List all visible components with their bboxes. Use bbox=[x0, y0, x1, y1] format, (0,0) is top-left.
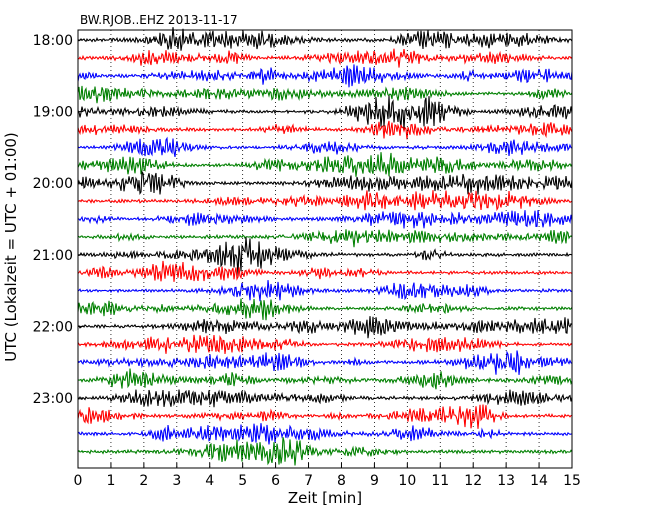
trace-2330 bbox=[77, 423, 573, 445]
x-tick-label: 7 bbox=[304, 473, 313, 489]
x-tick-label: 2 bbox=[139, 473, 148, 489]
trace-1845 bbox=[77, 85, 573, 104]
x-tick-label: 0 bbox=[74, 473, 83, 489]
trace-2100 bbox=[77, 237, 573, 277]
y-tick-label: 20:00 bbox=[33, 176, 73, 192]
trace-2000 bbox=[77, 170, 573, 196]
trace-2315 bbox=[77, 404, 573, 429]
x-axis: 0 1 2 3 4 5 6 7 8 9 10 11 12 13 14 15 bbox=[74, 463, 581, 489]
x-tick-label: 9 bbox=[370, 473, 379, 489]
trace-2015 bbox=[77, 190, 573, 212]
x-tick-label: 1 bbox=[106, 473, 115, 489]
x-axis-label: Zeit [min] bbox=[288, 489, 362, 507]
trace-2300 bbox=[77, 389, 573, 408]
y-tick-label: 18:00 bbox=[33, 33, 73, 49]
x-tick-label: 14 bbox=[530, 473, 548, 489]
trace-2230 bbox=[77, 350, 573, 375]
x-tick-label: 4 bbox=[205, 473, 214, 489]
trace-group bbox=[77, 27, 573, 466]
plot-frame bbox=[77, 29, 573, 469]
x-tick-label: 3 bbox=[172, 473, 181, 489]
y-tick-label: 19:00 bbox=[33, 105, 73, 121]
trace-1945 bbox=[77, 152, 573, 177]
x-tick-label: 13 bbox=[497, 473, 515, 489]
x-tick-label: 11 bbox=[431, 473, 449, 489]
trace-1930 bbox=[77, 136, 573, 158]
y-axis-label: UTC (Lokalzeit = UTC + 01:00) bbox=[2, 132, 20, 362]
trace-1900 bbox=[77, 95, 573, 130]
y-tick-label: 23:00 bbox=[33, 391, 73, 407]
trace-2130 bbox=[77, 280, 573, 302]
trace-2345 bbox=[77, 437, 573, 466]
x-tick-label: 6 bbox=[271, 473, 280, 489]
trace-2215 bbox=[77, 334, 573, 355]
x-tick-label: 10 bbox=[398, 473, 416, 489]
trace-1830 bbox=[77, 64, 573, 88]
trace-2245 bbox=[77, 368, 573, 390]
trace-1915 bbox=[77, 120, 573, 140]
trace-2045 bbox=[77, 229, 573, 248]
y-tick-label: 21:00 bbox=[33, 248, 73, 264]
x-tick-label: 15 bbox=[563, 473, 581, 489]
chart-title: BW.RJOB..EHZ 2013-11-17 bbox=[80, 13, 238, 27]
x-tick-label: 5 bbox=[238, 473, 247, 489]
trace-2200 bbox=[77, 316, 573, 339]
y-tick-label: 22:00 bbox=[33, 319, 73, 335]
trace-2115 bbox=[77, 260, 573, 282]
y-axis: 18:00 19:00 20:00 21:00 22:00 23:00 bbox=[33, 33, 83, 407]
trace-2030 bbox=[77, 210, 573, 229]
x-tick-label: 8 bbox=[337, 473, 346, 489]
trace-1815 bbox=[77, 48, 573, 68]
trace-1800 bbox=[77, 27, 573, 51]
x-tick-label: 12 bbox=[464, 473, 482, 489]
trace-2145 bbox=[77, 298, 573, 321]
